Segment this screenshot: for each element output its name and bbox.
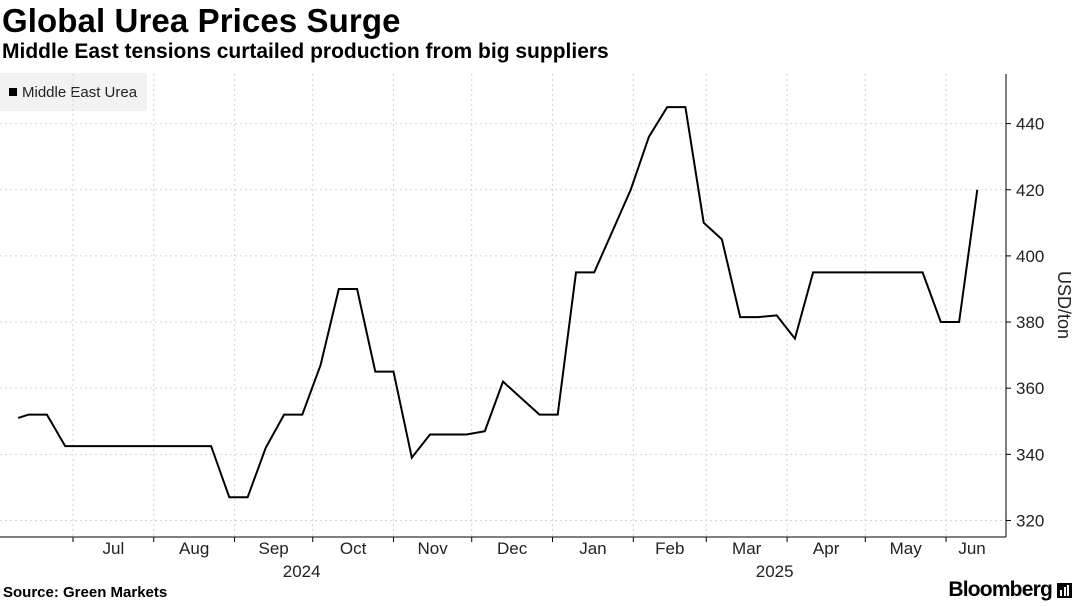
- x-tick-label: Aug: [179, 539, 209, 558]
- x-tick-label: Oct: [340, 539, 367, 558]
- x-tick-label: May: [890, 539, 923, 558]
- x-tick-label: Jan: [579, 539, 606, 558]
- x-tick-label: Apr: [813, 539, 840, 558]
- x-year-label: 2024: [283, 562, 321, 581]
- y-tick-label: 360: [1016, 379, 1044, 398]
- y-tick-label: 340: [1016, 445, 1044, 464]
- x-tick-label: Mar: [732, 539, 762, 558]
- y-tick-label: 380: [1016, 313, 1044, 332]
- x-tick-label: Dec: [497, 539, 528, 558]
- grid-lines: [0, 74, 1006, 537]
- axes: [0, 74, 1011, 542]
- y-tick-label: 440: [1016, 115, 1044, 134]
- x-tick-labels: Jul Aug Sep Oct Nov Dec Jan Feb Mar Apr May Jun 2024…: [103, 539, 986, 581]
- brand-logo: Bloomberg: [948, 578, 1072, 602]
- brand-name: Bloomberg: [948, 578, 1052, 601]
- source-note: Source: Green Markets: [3, 584, 168, 601]
- x-tick-label: Sep: [259, 539, 289, 558]
- chart-title: Global Urea Prices Surge: [2, 2, 401, 39]
- x-tick-label: Jun: [958, 539, 985, 558]
- x-tick-label: Jul: [103, 539, 125, 558]
- legend: Middle East Urea: [0, 73, 148, 111]
- x-year-label: 2025: [756, 562, 794, 581]
- series-line: [17, 106, 979, 499]
- x-tick-label: Feb: [655, 539, 684, 558]
- series-layer: [17, 106, 979, 499]
- y-axis-label: USD/ton: [1054, 271, 1074, 339]
- x-tick-label: Nov: [418, 539, 449, 558]
- y-tick-labels: 320 340 360 380 400 420 440: [1016, 115, 1044, 531]
- legend-label: Middle East Urea: [22, 83, 138, 101]
- chart-subtitle: Middle East tensions curtailed productio…: [2, 40, 609, 63]
- y-tick-label: 320: [1016, 511, 1044, 530]
- y-tick-label: 400: [1016, 247, 1044, 266]
- y-tick-label: 420: [1016, 181, 1044, 200]
- bloomberg-bars-icon: [1057, 582, 1072, 598]
- legend-swatch: [9, 88, 17, 96]
